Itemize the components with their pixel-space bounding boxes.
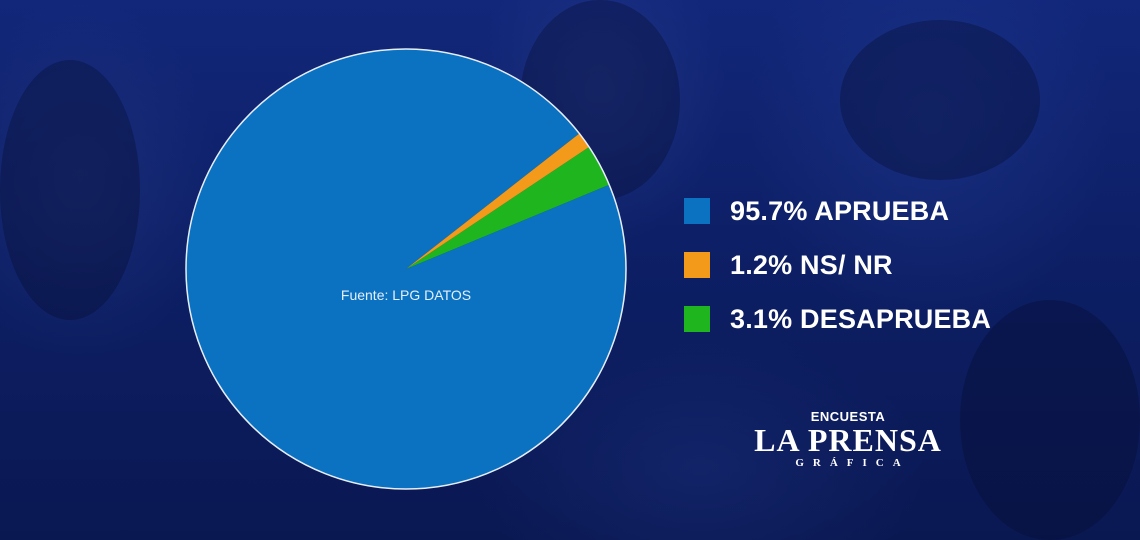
pie-slices: [185, 48, 627, 490]
background-figure: [840, 20, 1040, 180]
background-figure: [0, 60, 140, 320]
legend-label: 3.1% DESAPRUEBA: [730, 303, 992, 334]
legend-item-ns-nr: 1.2% NS/ NR: [684, 238, 991, 292]
pie-slice-aprueba: [186, 49, 627, 490]
legend-item-aprueba: 95.7% APRUEBA: [684, 184, 991, 238]
legend-label: 95.7% APRUEBA: [730, 195, 950, 226]
logo-sub-text: GRÁFICA: [795, 457, 910, 469]
legend-item-desaprueba: 3.1% DESAPRUEBA: [684, 292, 991, 346]
pie-slice-ns-nr: [406, 133, 590, 269]
logo-main-text: LA PRENSA: [754, 422, 942, 458]
logo-top-text: ENCUESTA: [810, 409, 886, 424]
legend-swatch: [684, 306, 710, 332]
legend: 95.7% APRUEBA 1.2% NS/ NR 3.1% DESAPRUEB…: [684, 184, 991, 346]
legend-swatch: [684, 252, 710, 278]
source-label: Fuente: LPG DATOS: [341, 287, 471, 303]
pie-slice-desaprueba: [406, 146, 610, 269]
la-prensa-grafica-logo: ENCUESTA LA PRENSA GRÁFICA: [746, 410, 950, 470]
legend-swatch: [684, 198, 710, 224]
legend-label: 1.2% NS/ NR: [730, 249, 893, 280]
background-figure: [960, 300, 1140, 540]
pie-outline: [185, 48, 627, 490]
